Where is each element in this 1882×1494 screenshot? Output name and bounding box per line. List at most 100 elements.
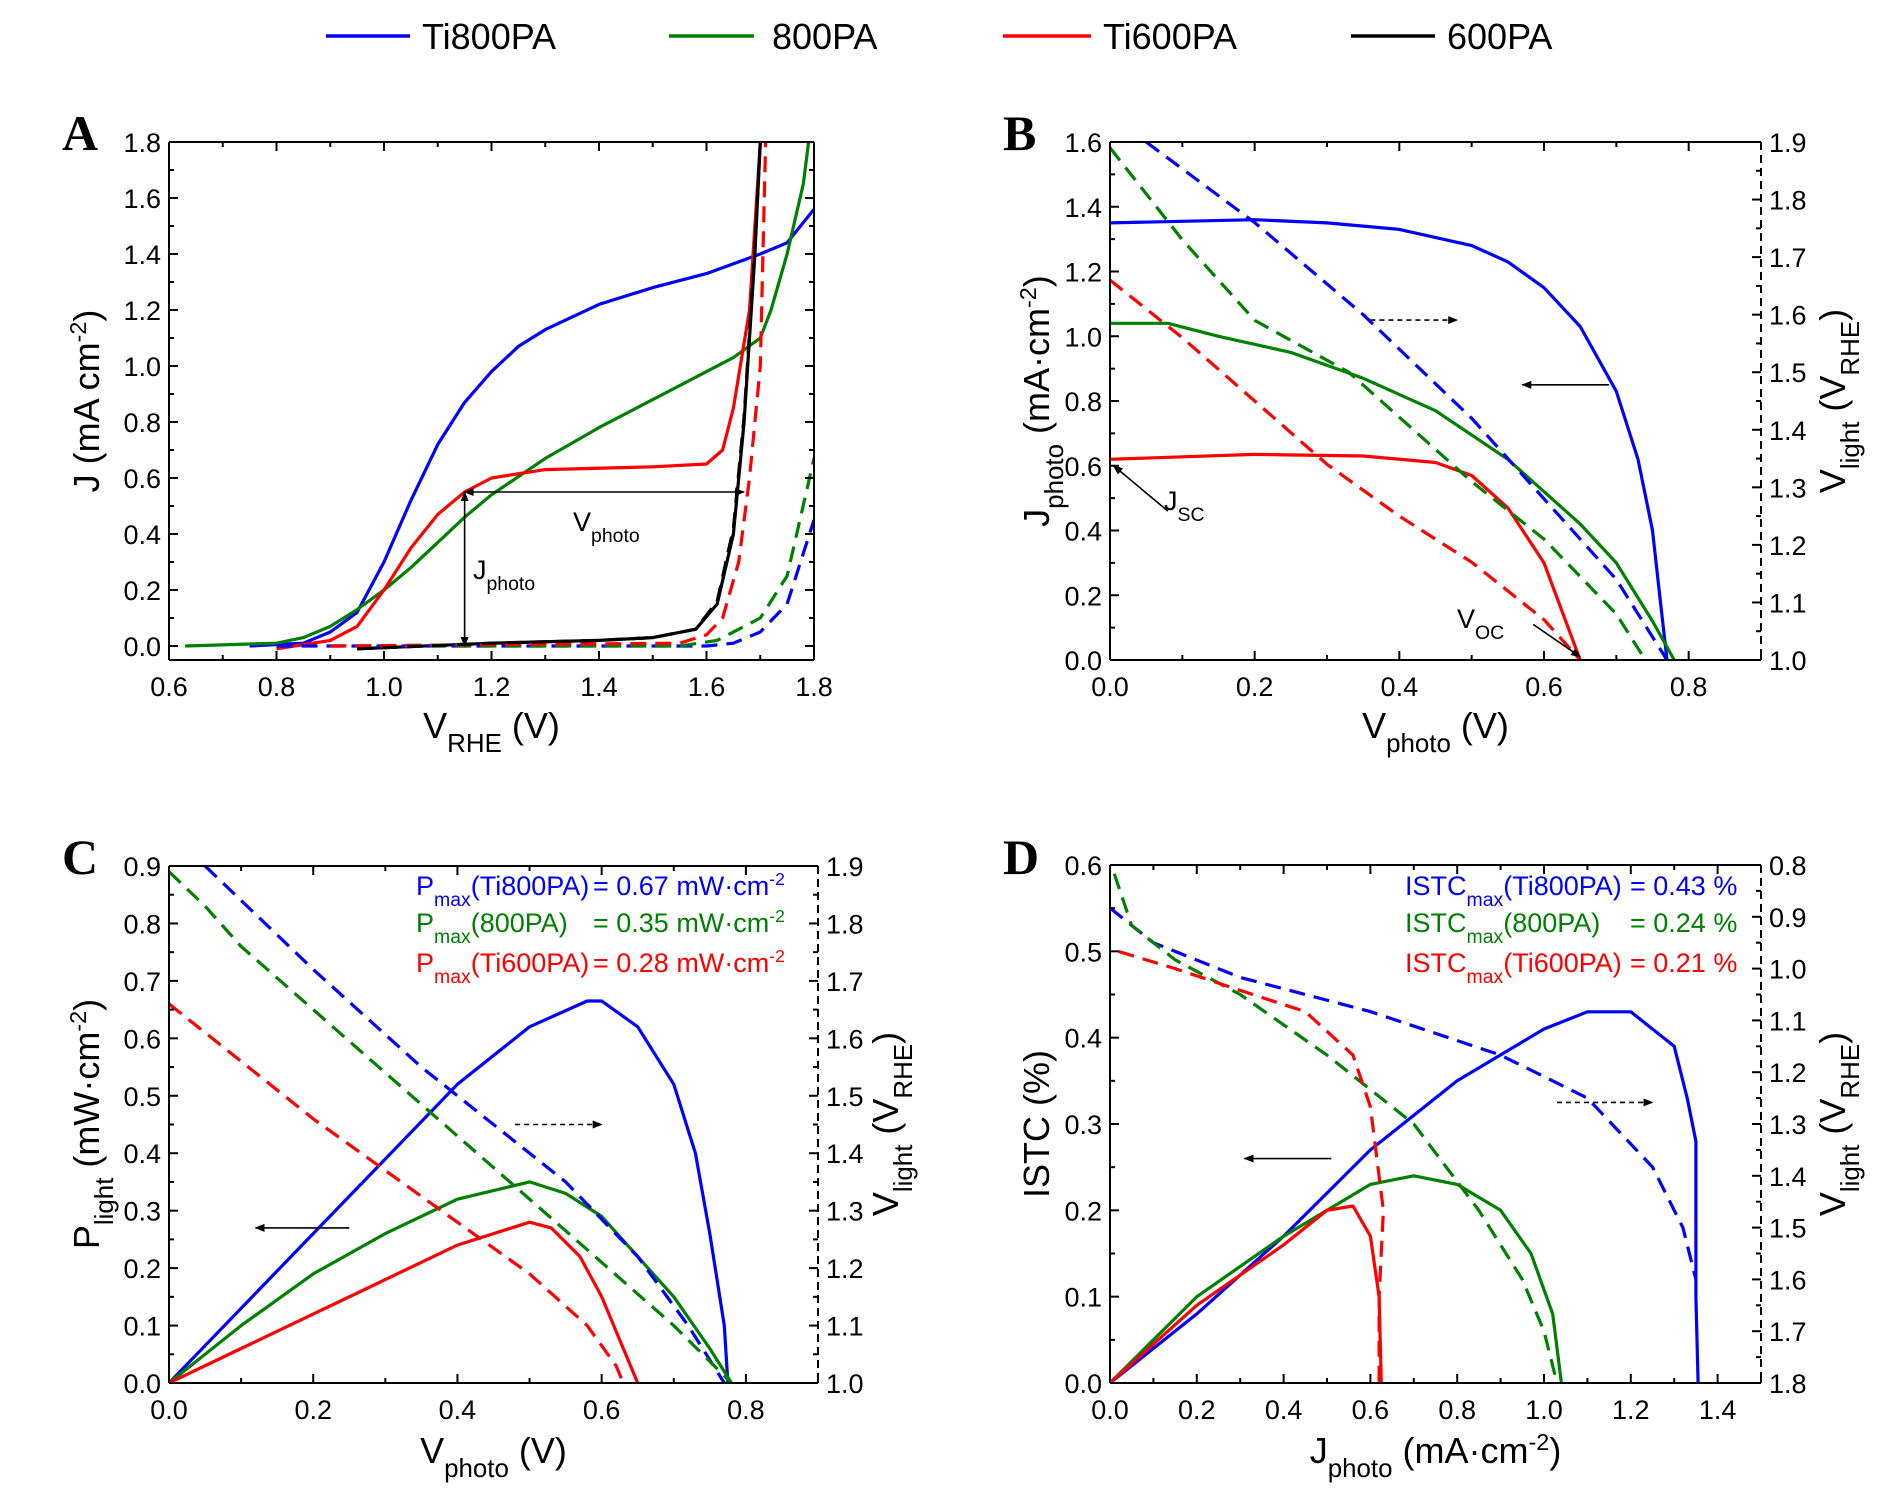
label-part: SC [1178,504,1205,526]
label-part: V [423,705,447,746]
y-tick-label: 0.4 [1064,1024,1102,1054]
series-ti600pa-dashed [330,142,768,648]
annotation-value: = 0.28 mW·cm-2 [593,946,785,978]
label-part: max [1467,966,1504,988]
label-part: (V [1812,1099,1853,1145]
label-part: J (mA cm [66,342,107,492]
y-right-tick-label: 1.4 [1769,416,1807,446]
label-part: max [434,889,471,911]
label-part: V [1457,604,1475,634]
panel-c: C 0.0 0.2 0.4 0.6 0.8 0.0 0.1 0.2 0.3 0.4 0.5 0.6 0.7… [62,829,918,1483]
series-ti800pa-solid [1110,218,1669,660]
legend: Ti800PA 800PA Ti600PA 600PA [326,16,1552,57]
annotation-value: = 0.35 mW·cm-2 [593,906,785,938]
y-tick-label: 0.4 [123,520,161,550]
x-tick-label: 0.6 [583,1395,621,1425]
annotation-label: Vphoto [573,507,640,547]
y-right-tick-label: 1.1 [826,1312,864,1342]
label-part: V [1362,705,1386,746]
annotation-arrow [1112,465,1169,512]
y-right-tick-label: 1.5 [1769,358,1807,388]
label-part: light [1837,1144,1865,1192]
label-part: -2 [1529,1429,1550,1455]
y-tick-label: 0.1 [1064,1283,1102,1313]
label-part: (Ti800PA) [471,871,590,901]
y-tick-label: 0.0 [1064,646,1102,676]
label-part: RHE [1837,321,1865,376]
y-tick-label: 0.2 [123,576,161,606]
series-800pa-dashed [1112,873,1559,1383]
y-tick-label: 0.6 [123,1024,161,1054]
y-axis-label: J (mA cm-2) [65,310,107,493]
label-part: photo [444,1455,509,1483]
x-tick-label: 0.4 [1381,672,1419,702]
value-text: = 0.21 % [1630,948,1737,978]
label-part: light [91,1177,119,1225]
y-tick-label: 0.2 [123,1254,161,1284]
panel-d: D 0.0 0.2 0.4 0.6 0.8 1.0 1.2 1.4 0.0 0.1 0.2 0.3 0.4… [1003,829,1865,1483]
y-right-tick-label: 1.5 [1769,1214,1807,1244]
y-tick-label: 0.7 [123,967,161,997]
label-part: max [1467,926,1504,948]
label-part: P [66,1225,107,1249]
series-800pa-dashed [330,458,814,648]
y-tick-label: 0.1 [123,1312,161,1342]
label-part: OC [1475,622,1504,644]
y-right-tick-label: 1.4 [826,1139,864,1169]
y-right-tick-label: 1.7 [1769,243,1807,273]
series-ti800pa-solid [1110,1010,1700,1383]
series-ti800pa-dashed [1110,906,1698,1280]
label-part: J [1164,486,1178,516]
x-tick-label: 1.0 [365,672,403,702]
x-tick-label: 0.0 [1091,672,1129,702]
y-right-tick-label: 1.7 [1769,1317,1807,1347]
label-part: (V) [1451,705,1509,746]
label-part: (V [865,1099,906,1145]
annotation-label: ISTCmax(Ti800PA) [1405,871,1622,911]
annotation-label: Jphoto [473,555,535,595]
legend-label: 600PA [1447,16,1552,57]
x-tick-label: 0.8 [727,1395,765,1425]
label-part: (Ti600PA) [1503,948,1622,978]
label-part: RHE [1837,1044,1865,1099]
label-part: (mA·cm [1016,308,1057,444]
annotation-label: VOC [1457,604,1504,644]
label-part: ) [1016,275,1057,287]
y-tick-label: 1.2 [123,296,161,326]
annotation-label: ISTCmax(800PA) [1405,908,1600,948]
legend-item-ti600pa: Ti600PA [1003,16,1237,57]
value-text: = 0.28 mW·cm [593,948,769,978]
series-group [169,866,733,1383]
panel-letter: D [1003,829,1039,885]
y-axis-label: Plight (mW·cm-2) [65,999,119,1249]
y-tick-label: 0.0 [1064,1369,1102,1399]
label-part: (mA·cm [1393,1430,1529,1471]
annotation-label: JSC [1164,486,1205,526]
label-part: (800PA) [1503,908,1600,938]
label-part: photo [591,525,640,547]
label-part: J [1310,1430,1328,1471]
y-tick-label: 0.8 [123,408,161,438]
y-tick-label: 0.8 [123,909,161,939]
annotation-label: ISTCmax(Ti600PA) [1405,948,1622,988]
series-ti600pa-solid [1110,1204,1383,1383]
label-part: ISTC [1405,871,1467,901]
x-tick-label: 0.6 [1352,1395,1390,1425]
label-part: P [416,871,434,901]
value-text: = 0.35 mW·cm [593,908,769,938]
label-part: photo [487,573,536,595]
y-right-tick-label: 1.6 [1769,1265,1807,1295]
series-ti600pa-dashed [169,1002,625,1383]
label-part: J [473,555,487,585]
label-part: ISTC [1405,908,1467,938]
label-part: (V [1812,376,1853,422]
panel-b: B 0.0 0.2 0.4 0.6 0.8 0.0 0.2 0.4 0.6 0.8 1.0 1.2 1.4… [1003,105,1865,758]
label-part: max [1467,889,1504,911]
label-part: -2 [65,1011,91,1032]
x-tick-label: 0.4 [439,1395,477,1425]
y-tick-label: 0.2 [1064,1196,1102,1226]
y-right-tick-label: 0.9 [1769,903,1807,933]
y-right-tick-label: 1.9 [1769,128,1807,158]
label-part: max [434,966,471,988]
x-tick-label: 0.0 [1091,1395,1129,1425]
